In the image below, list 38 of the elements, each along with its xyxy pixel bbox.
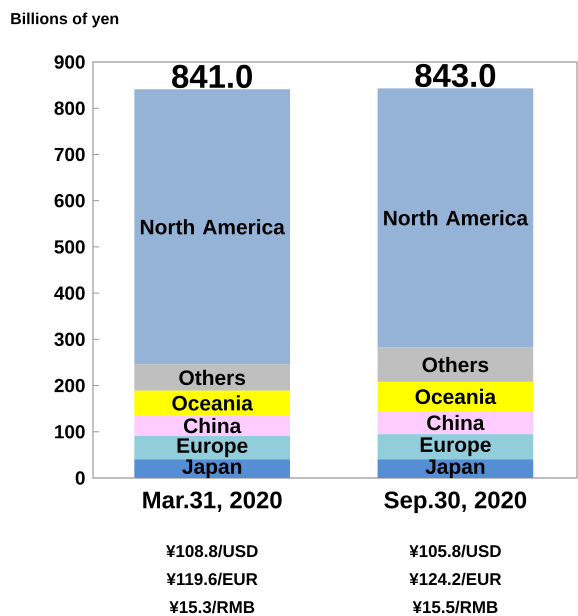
total-label: 843.0 (415, 64, 496, 88)
y-tick-label: 300 (54, 332, 85, 346)
y-tick-label: 0 (76, 471, 85, 485)
series-label: Others (179, 370, 246, 386)
text: ¥124.2/EUR (409, 572, 502, 586)
y-tick-label: 800 (54, 102, 85, 115)
y-tick-label: 100 (55, 425, 85, 438)
text: North America (140, 219, 285, 234)
bar (378, 88, 534, 348)
series-label: North America (384, 210, 528, 226)
x-tick-label: Mar.31, 2020 (143, 492, 282, 512)
bar (378, 347, 534, 382)
text: Japan (425, 459, 484, 478)
text: ¥15.5/RMB (412, 600, 498, 614)
text: Europe (420, 437, 491, 456)
y-tick-label: 500 (54, 240, 85, 254)
text: Others (422, 356, 488, 372)
series-label: China (184, 418, 242, 434)
y-tick-label: 400 (54, 286, 85, 300)
y-tick-label: 900 (54, 55, 85, 69)
y-tick-label: 700 (54, 148, 85, 162)
text: Oceania (416, 388, 496, 404)
y-tick-label: 200 (54, 378, 85, 392)
series-label: Japan (182, 459, 242, 478)
series-label: Europe (178, 438, 248, 458)
total-label: 841.0 (172, 64, 252, 88)
y-axis-title: Billions of yen (11, 12, 118, 28)
bar (134, 89, 290, 364)
y-tick-label: 600 (54, 194, 85, 208)
series-label: Oceania (172, 395, 254, 411)
bar (378, 410, 534, 434)
x-tick-label: Sep.30, 2020 (384, 492, 526, 514)
text: ¥105.8/USD (409, 544, 501, 558)
text: ¥119.6/EUR (166, 572, 258, 586)
text: ¥15.3/RMB (169, 600, 254, 614)
text: China (427, 414, 485, 430)
text: ¥108.8/USD (166, 544, 258, 558)
bar (134, 415, 290, 436)
